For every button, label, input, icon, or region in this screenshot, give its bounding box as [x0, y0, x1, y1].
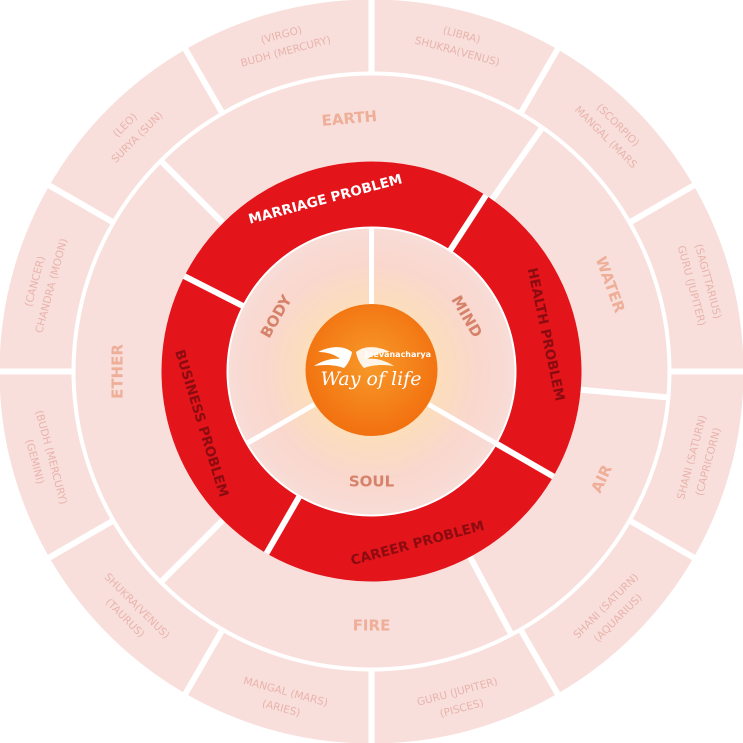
element-label: EARTH — [321, 107, 378, 130]
zodiac-segment — [188, 0, 369, 111]
zodiac-segment — [524, 50, 693, 219]
problem-segment — [161, 278, 297, 552]
aspect-divider — [427, 402, 497, 446]
zodiac-segment — [188, 632, 369, 743]
logo-brand-small: Jeevanacharya — [364, 350, 431, 359]
zodiac-segment — [374, 632, 555, 743]
element-segment — [494, 130, 668, 395]
problem-segment — [452, 197, 582, 474]
element-label: FIRE — [353, 617, 391, 635]
brand-logo: Jeevanacharya Way of life — [305, 304, 438, 436]
zodiac-segment — [374, 0, 555, 111]
element-segment — [75, 164, 221, 579]
problem-ring — [161, 161, 582, 582]
zodiac-segment — [524, 524, 693, 693]
zodiac-segment — [632, 188, 743, 369]
logo-brand-big: Way of life — [321, 368, 422, 390]
problem-segment — [269, 446, 552, 582]
zodiac-segment — [632, 374, 743, 555]
aspect-divider — [246, 402, 316, 446]
zodiac-segment — [50, 524, 219, 693]
element-segment — [164, 75, 539, 221]
problem-segment — [185, 161, 484, 304]
logo-circle — [305, 304, 438, 436]
element-label: ETHER — [109, 344, 127, 399]
element-segment — [472, 392, 667, 632]
element-ring — [75, 75, 668, 668]
element-segment — [164, 522, 508, 668]
zodiac-segment — [0, 374, 111, 555]
aspect-label: SOUL — [349, 473, 395, 491]
zodiac-segment — [50, 50, 219, 219]
wings-icon — [314, 347, 394, 368]
aspect-dividers — [246, 228, 497, 446]
zodiac-segment — [0, 188, 111, 369]
